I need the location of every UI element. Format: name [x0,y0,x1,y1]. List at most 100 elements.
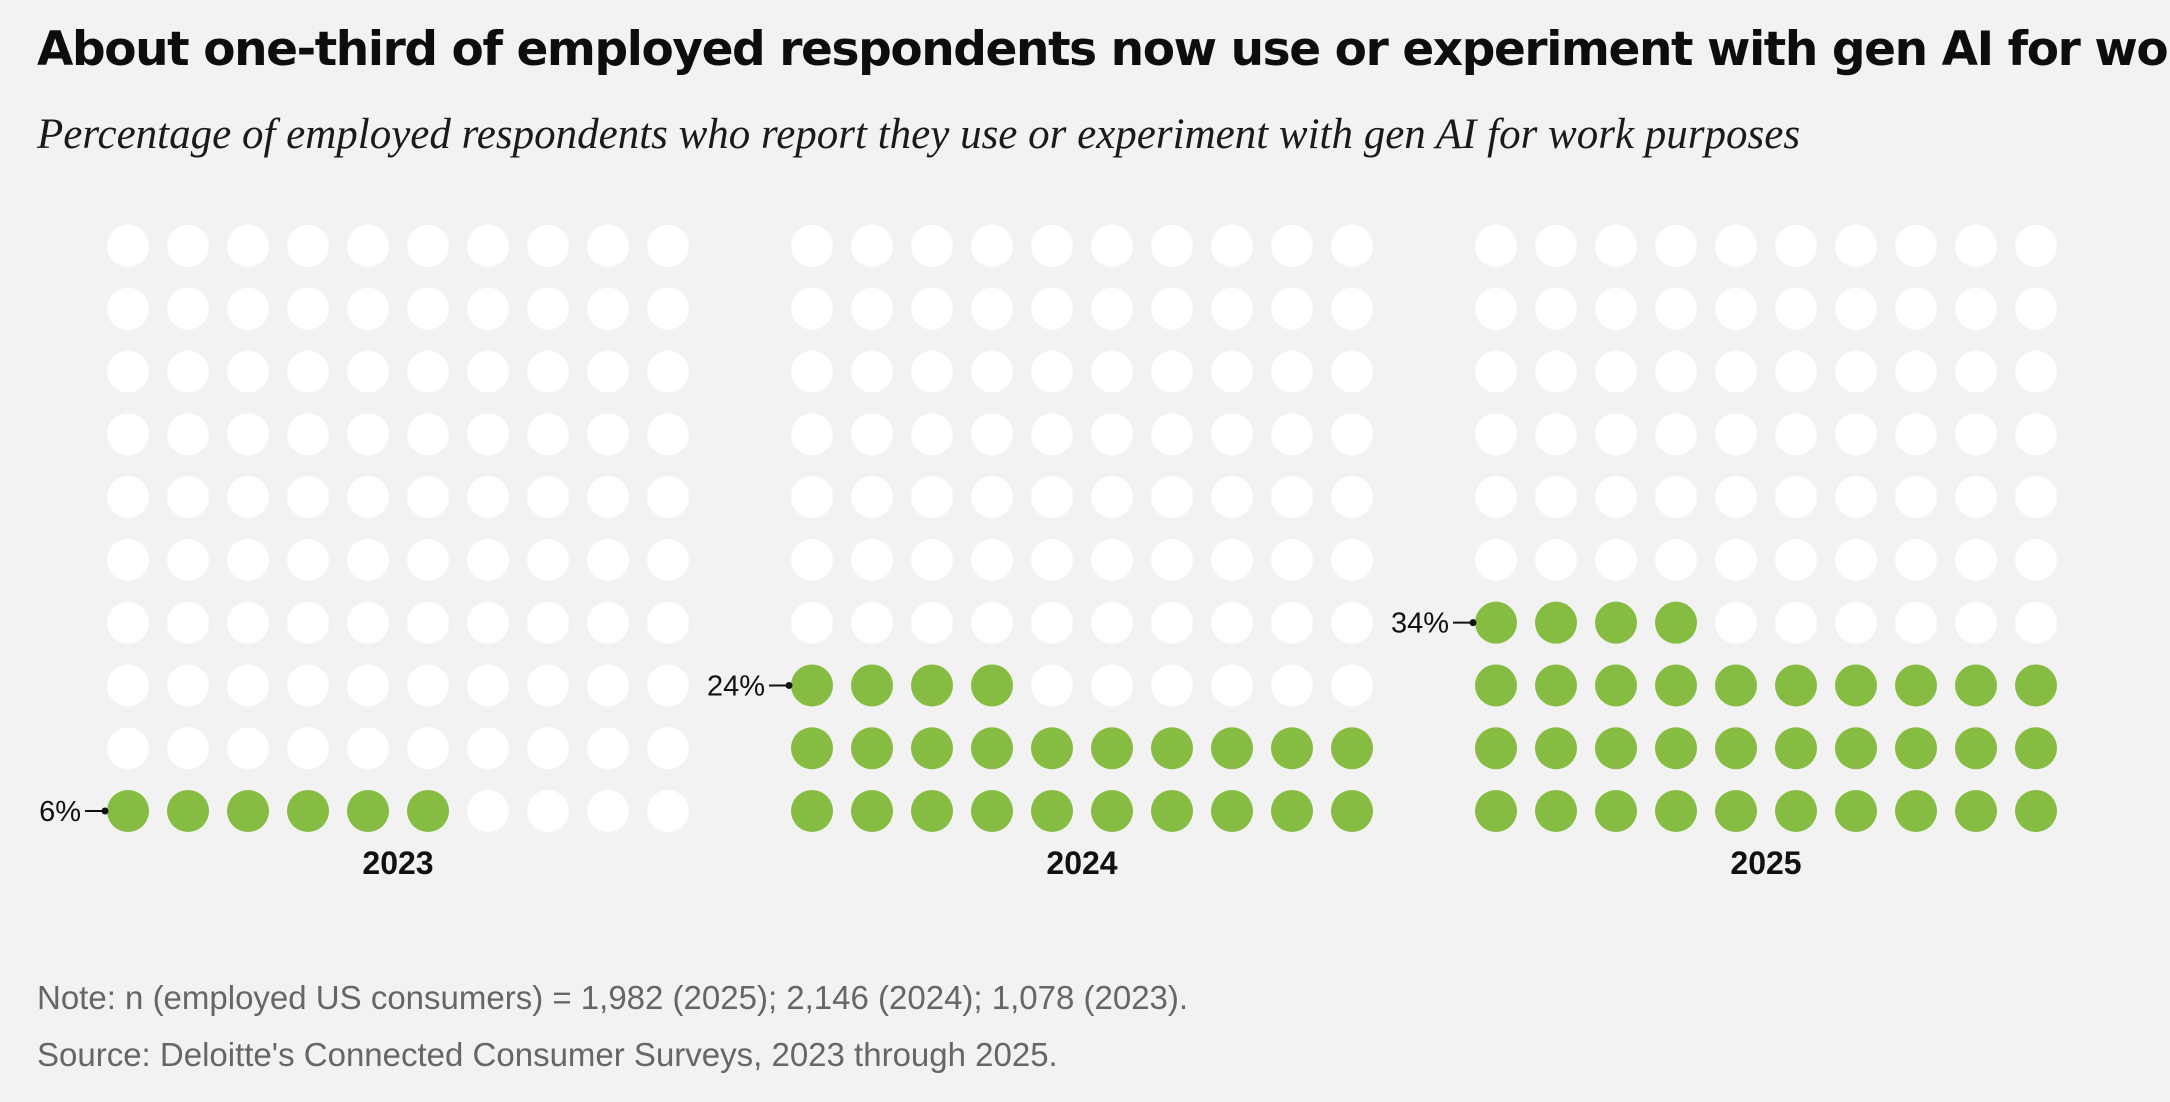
waffle-dot-filled [1895,727,1937,770]
waffle-dot-empty [971,350,1013,393]
waffle-dot-empty [407,350,449,393]
waffle-dot-empty [527,538,569,581]
waffle-dot-filled [1595,790,1637,832]
waffle-dot-empty [1955,225,1997,267]
waffle-dot-empty [1775,287,1817,330]
waffle-dot-filled [1715,790,1757,832]
waffle-dot-filled [851,790,893,832]
waffle-dot-empty [287,664,329,707]
waffle-dot-empty [911,225,953,267]
waffle-panel-2025: 34% 2025 [1391,225,2057,881]
waffle-dot-empty [1151,413,1193,456]
waffle-dot-empty [647,287,689,330]
waffle-dot-filled [1595,727,1637,770]
waffle-dot-empty [971,601,1013,644]
waffle-dot-filled [851,664,893,707]
waffle-dot-empty [851,350,893,393]
waffle-dot-empty [527,476,569,519]
waffle-dot-filled [1151,727,1193,770]
waffle-dot-empty [1595,225,1637,267]
waffle-dot-filled [1775,727,1817,770]
waffle-dot-empty [347,225,389,267]
waffle-dot-empty [2015,287,2057,330]
waffle-dot-empty [1775,413,1817,456]
waffle-dot-empty [1151,538,1193,581]
waffle-dot-empty [1031,664,1073,707]
waffle-dot-empty [347,664,389,707]
waffle-dot-empty [1211,350,1253,393]
waffle-dot-empty [107,413,149,456]
waffle-dot-filled [911,790,953,832]
waffle-dot-empty [1955,350,1997,393]
waffle-dot-filled [1715,727,1757,770]
waffle-dot-empty [527,413,569,456]
waffle-dot-empty [1475,476,1517,519]
waffle-dot-filled [791,790,833,832]
waffle-dot-empty [1091,538,1133,581]
waffle-dot-empty [1475,413,1517,456]
waffle-dot-empty [1775,538,1817,581]
waffle-dot-empty [587,350,629,393]
waffle-dot-empty [1091,413,1133,456]
waffle-dot-filled [1535,727,1577,770]
waffle-dot-empty [1091,350,1133,393]
waffle-dot-empty [1091,664,1133,707]
callout-dot [1469,619,1477,627]
waffle-dot-filled [1331,727,1373,770]
waffle-dot-empty [167,413,209,456]
waffle-dot-empty [1535,287,1577,330]
waffle-dot-empty [1655,350,1697,393]
waffle-dot-filled [1955,664,1997,707]
waffle-dot-empty [1535,225,1577,267]
value-label-2024: 24% [707,670,765,702]
waffle-dot-empty [527,601,569,644]
waffle-dot-empty [467,664,509,707]
waffle-dot-empty [167,538,209,581]
waffle-dot-filled [2015,727,2057,770]
waffle-dot-filled [1211,790,1253,832]
waffle-dot-empty [647,727,689,770]
waffle-dot-empty [1655,413,1697,456]
callout-dot [785,681,793,689]
waffle-dot-empty [1895,350,1937,393]
waffle-dot-empty [1535,476,1577,519]
waffle-dot-filled [407,790,449,832]
waffle-dot-filled [1895,664,1937,707]
waffle-dot-filled [1895,790,1937,832]
waffle-dot-empty [1211,413,1253,456]
waffle-dot-empty [1715,225,1757,267]
waffle-dot-empty [1211,225,1253,267]
waffle-dot-empty [467,225,509,267]
waffle-dot-empty [1031,538,1073,581]
waffle-dot-empty [467,287,509,330]
waffle-dot-empty [851,476,893,519]
waffle-dot-empty [911,601,953,644]
waffle-dot-filled [1955,790,1997,832]
waffle-dot-empty [911,476,953,519]
waffle-dot-empty [1151,350,1193,393]
waffle-dot-filled [1091,727,1133,770]
waffle-dot-empty [1715,350,1757,393]
waffle-dot-empty [647,350,689,393]
waffle-dot-empty [1655,476,1697,519]
waffle-dot-empty [911,413,953,456]
waffle-dot-empty [1211,538,1253,581]
waffle-dot-empty [2015,225,2057,267]
waffle-dot-empty [851,225,893,267]
category-label-2024: 2024 [1046,845,1117,881]
waffle-dot-filled [1331,790,1373,832]
waffle-dot-filled [2015,664,2057,707]
waffle-dot-empty [347,413,389,456]
waffle-dot-empty [911,538,953,581]
waffle-dot-empty [587,413,629,456]
waffle-dot-empty [1031,225,1073,267]
waffle-dot-empty [851,538,893,581]
chart-note: Note: n (employed US consumers) = 1,982 … [37,979,1189,1016]
waffle-dot-empty [107,727,149,770]
waffle-dot-empty [1835,476,1877,519]
waffle-dot-empty [467,350,509,393]
waffle-dot-empty [1271,601,1313,644]
waffle-dot-empty [287,350,329,393]
waffle-dot-empty [227,727,269,770]
waffle-dot-empty [1151,664,1193,707]
